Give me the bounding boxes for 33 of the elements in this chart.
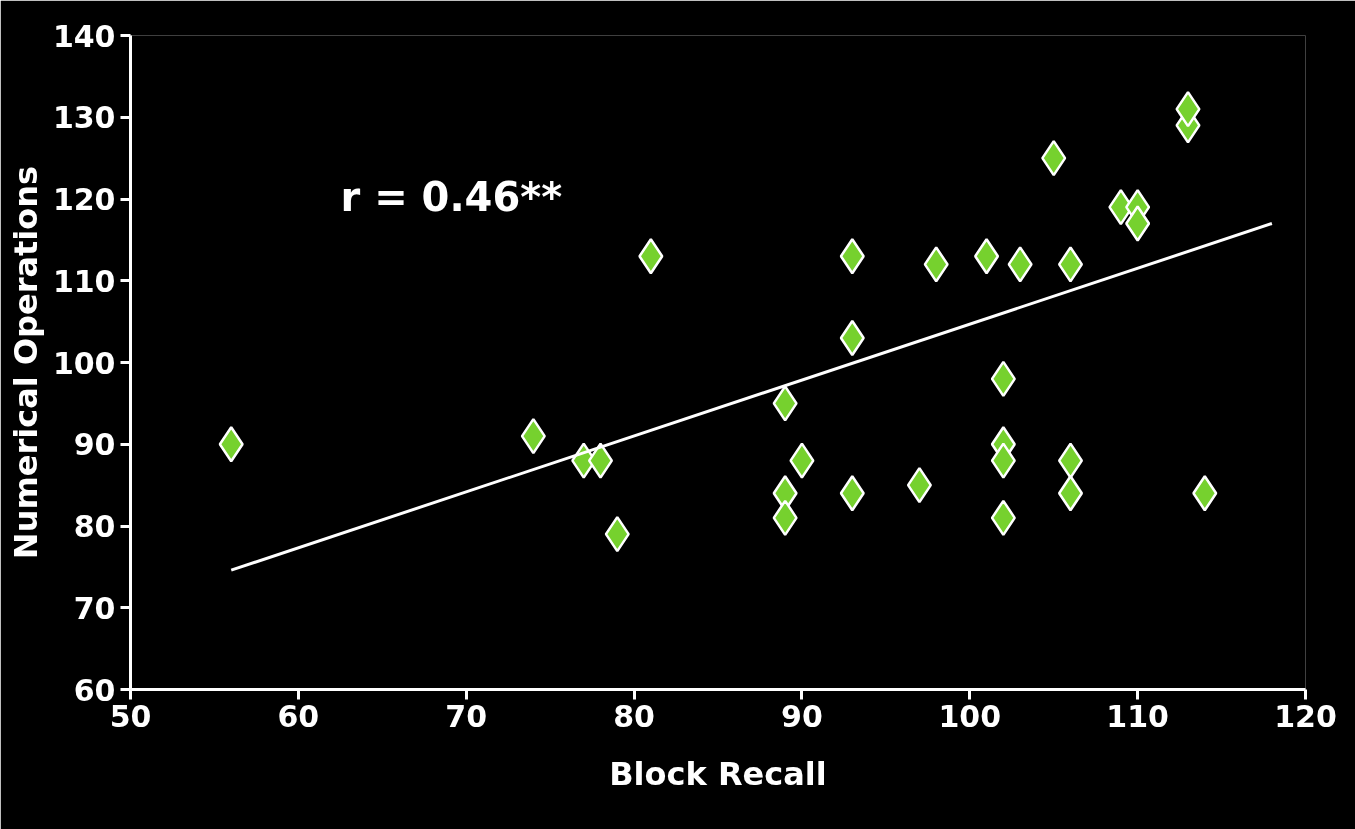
x-tick-label: 100: [938, 698, 1002, 734]
x-tick-label: 60: [277, 698, 320, 734]
point: [1057, 475, 1084, 512]
point: [1125, 205, 1151, 242]
y-tick-label: 130: [52, 100, 116, 136]
y-tick-label: 70: [73, 590, 116, 626]
point: [923, 246, 949, 283]
point: [218, 426, 244, 463]
point: [990, 442, 1016, 479]
y-tick-label: 80: [73, 509, 116, 544]
x-tick-label: 80: [613, 698, 655, 734]
y-tick-label: 140: [52, 18, 116, 54]
point: [1057, 246, 1084, 283]
annotation: r = 0.46**: [340, 173, 563, 220]
point: [587, 442, 614, 479]
y-tick-label: 100: [52, 345, 116, 381]
point: [1007, 246, 1033, 283]
point: [1057, 442, 1084, 479]
x-tick-label: 120: [1274, 698, 1337, 734]
y-axis-title: Numerical Operations: [6, 165, 45, 560]
y-tick-label: 90: [73, 427, 116, 463]
point: [789, 442, 815, 479]
point: [973, 237, 1000, 275]
point: [839, 475, 865, 512]
x-tick-label: 70: [445, 698, 488, 734]
point: [1192, 475, 1218, 512]
x-axis-title: Block Recall: [609, 754, 827, 793]
point: [772, 385, 798, 422]
point: [906, 466, 933, 504]
y-tick-label: 110: [52, 263, 116, 299]
y-tick-label: 120: [52, 182, 116, 217]
x-tick-label: 110: [1106, 698, 1169, 734]
x-tick-label: 90: [781, 698, 823, 734]
